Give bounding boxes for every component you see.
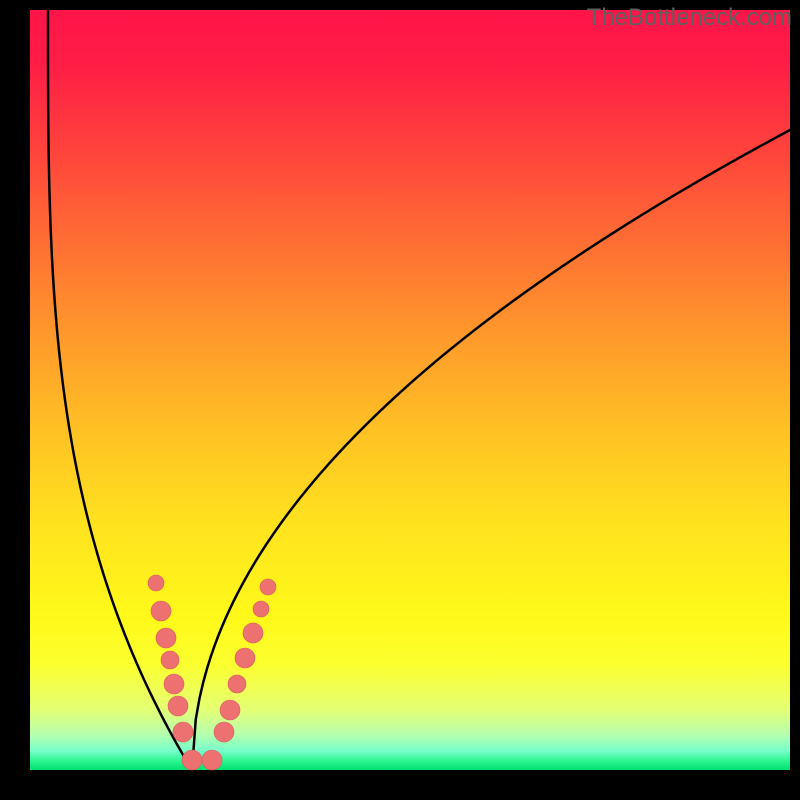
gradient-plot-background xyxy=(30,10,790,770)
chart-stage: TheBottleneck.com xyxy=(0,0,800,800)
